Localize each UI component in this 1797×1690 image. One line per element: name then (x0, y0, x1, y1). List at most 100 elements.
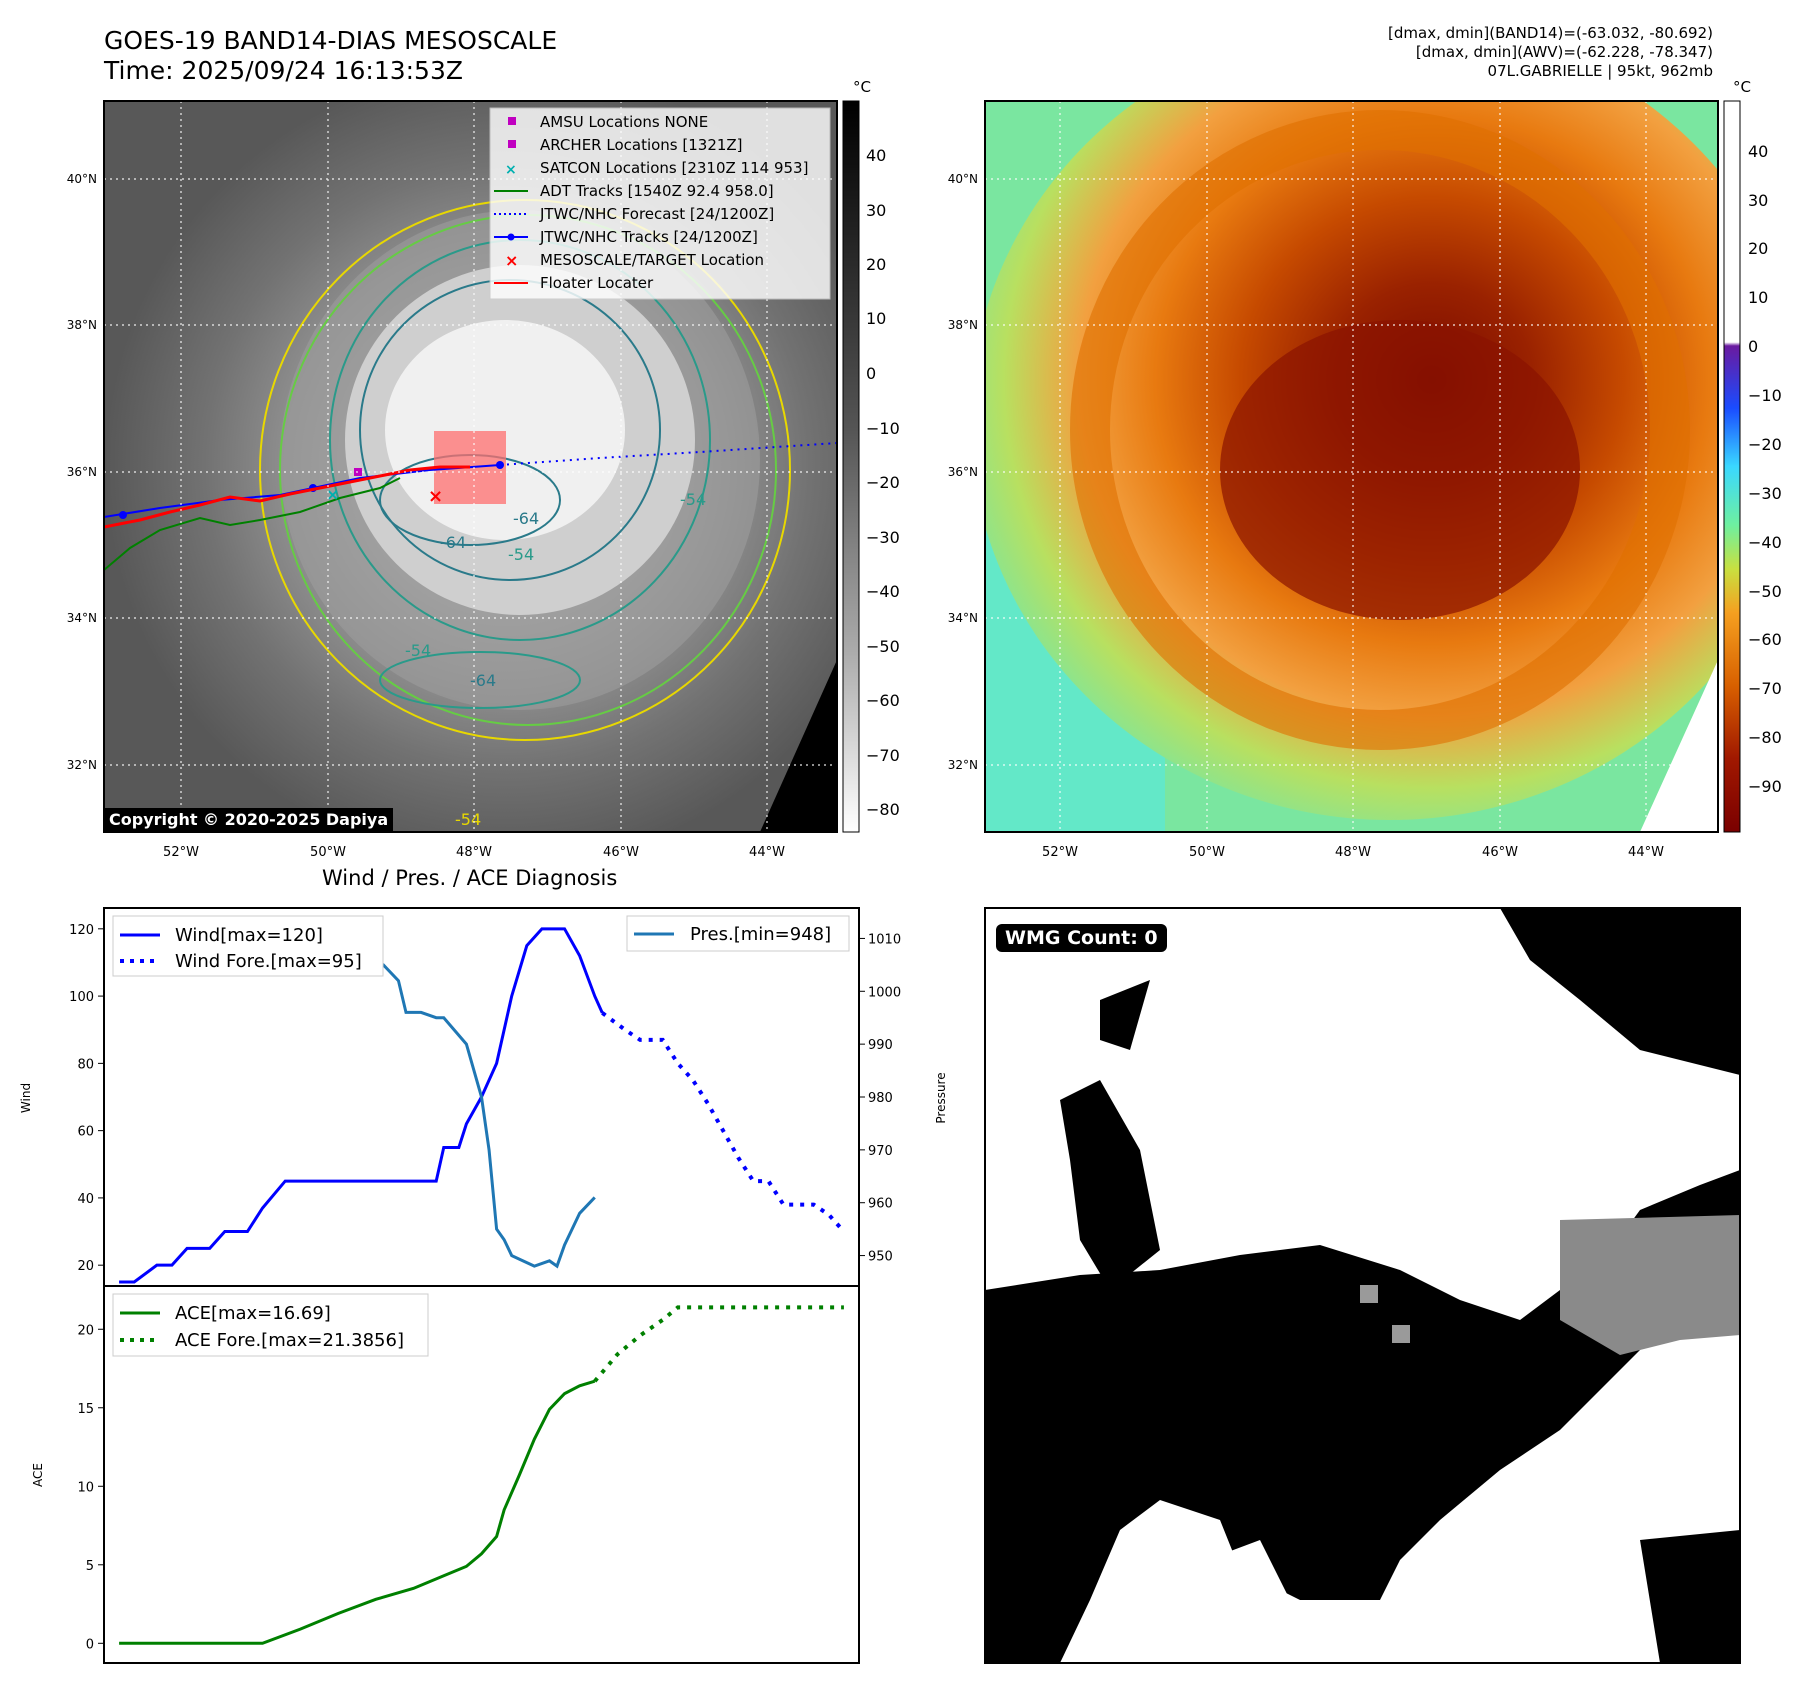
cbar-tick: −80 (866, 800, 900, 819)
lat-label: 32°N (948, 758, 978, 772)
ace-tick-label: 5 (86, 1559, 94, 1574)
stats-line-3: 07L.GABRIELLE | 95kt, 962mb (1487, 62, 1713, 80)
stats-line-1: [dmax, dmin](BAND14)=(-63.032, -80.692) (1388, 24, 1713, 42)
lon-label: 48°W (456, 845, 492, 860)
contour-label: -54 (508, 545, 534, 564)
left-colorbar (842, 100, 860, 833)
lat-label: 36°N (67, 465, 97, 479)
lon-label: 44°W (1628, 845, 1664, 860)
lat-label: 40°N (67, 172, 97, 186)
title-line-1: GOES-19 BAND14-DIAS MESOSCALE (104, 26, 558, 55)
cbar-tick: −60 (866, 691, 900, 710)
contour-label: -54 (680, 490, 706, 509)
cbar-tick: 20 (1748, 239, 1768, 258)
wind-tick-label: 60 (77, 1125, 94, 1140)
target-marker: × (428, 486, 443, 507)
map-right-panel (985, 101, 1718, 832)
cbar-tick: −10 (1748, 386, 1782, 405)
legend-tracks: JTWC/NHC Tracks [24/1200Z] (539, 228, 758, 246)
legend-x-icon: × (505, 251, 518, 270)
cbar-tick: 0 (1748, 337, 1758, 356)
wmg-panel (984, 907, 1741, 1664)
legend-floater: Floater Locater (540, 274, 654, 292)
legend-ace-fore: ACE Fore.[max=21.3856] (175, 1330, 404, 1351)
ace-tick-label: 15 (77, 1402, 94, 1417)
contour-label: -54 (405, 641, 431, 660)
cbar-tick: 10 (1748, 288, 1768, 307)
copyright-badge: Copyright © 2020-2025 Dapiya (104, 808, 394, 831)
cbar-tick: −90 (1748, 777, 1782, 796)
cbar-tick: −70 (1748, 679, 1782, 698)
cbar-tick: 40 (1748, 142, 1768, 161)
lat-label: 32°N (67, 758, 97, 772)
pressure-tick-label: 960 (868, 1197, 893, 1212)
legend-x-icon: × (505, 162, 517, 178)
title-line-2: Time: 2025/09/24 16:13:53Z (104, 56, 463, 85)
map-legend: AMSU Locations NONE ARCHER Locations [13… (489, 107, 831, 300)
figure-title: GOES-19 BAND14-DIAS MESOSCALE Time: 2025… (104, 26, 557, 86)
wind-tick-label: 20 (77, 1259, 94, 1274)
ace-tick-label: 0 (86, 1637, 94, 1652)
legend-satcon: SATCON Locations [2310Z 114 953] (540, 159, 808, 177)
cbar-tick: −60 (1748, 630, 1782, 649)
stats-line-2: [dmax, dmin](AWV)=(-62.228, -78.347) (1415, 43, 1713, 61)
legend-forecast: JTWC/NHC Forecast [24/1200Z] (539, 205, 774, 223)
cbar-tick: −40 (866, 582, 900, 601)
lon-label: 48°W (1335, 845, 1371, 860)
wmg-count-badge: WMG Count: 0 (996, 924, 1167, 952)
lat-label: 34°N (948, 611, 978, 625)
contour-label: -54 (455, 810, 481, 829)
lon-label: 52°W (1042, 845, 1078, 860)
cbar-tick: 40 (866, 146, 886, 165)
satcon-marker: × (326, 485, 339, 504)
legend-wind: Wind[max=120] (175, 925, 323, 946)
ace-series-1 (593, 1305, 844, 1383)
cbar-tick: −80 (1748, 728, 1782, 747)
right-colorbar (1723, 100, 1741, 833)
cbar-tick: −50 (1748, 582, 1782, 601)
lat-label: 40°N (948, 172, 978, 186)
legend-ace: ACE[max=16.69] (175, 1303, 331, 1324)
wind-series-0 (119, 927, 604, 1284)
cbar-tick: 30 (1748, 191, 1768, 210)
legend-target: MESOSCALE/TARGET Location (540, 251, 764, 269)
legend-wind-fore: Wind Fore.[max=95] (175, 951, 362, 972)
ace-series-0 (119, 1379, 596, 1645)
cbar-tick: −30 (1748, 484, 1782, 503)
wind-tick-label: 80 (77, 1057, 94, 1072)
cbar-tick: 20 (866, 255, 886, 274)
contour-label: -64 (470, 671, 496, 690)
cbar-tick: −20 (866, 473, 900, 492)
lon-label: 52°W (163, 845, 199, 860)
diagnosis-title: Wind / Pres. / ACE Diagnosis (322, 866, 618, 890)
cbar-tick: −30 (866, 528, 900, 547)
cbar-tick: −40 (1748, 533, 1782, 552)
jtwc-forecast-line (499, 442, 837, 466)
cbar-tick: −50 (866, 637, 900, 656)
cbar-tick: −20 (1748, 435, 1782, 454)
floater-locater-line (104, 465, 470, 529)
ace-tick-label: 10 (77, 1480, 94, 1495)
right-colorbar-unit: °C (1733, 78, 1751, 96)
lat-label: 34°N (67, 611, 97, 625)
lon-label: 44°W (749, 845, 785, 860)
contour-label: -64 (440, 533, 466, 552)
ace-tick-label: 20 (77, 1323, 94, 1338)
adt-track-line (104, 477, 401, 571)
lat-label: 38°N (948, 318, 978, 332)
wind-tick-label: 120 (69, 923, 94, 938)
pressure-tick-label: 1010 (868, 932, 901, 947)
lat-label: 36°N (948, 465, 978, 479)
wind-series-1 (601, 1011, 846, 1233)
left-colorbar-unit: °C (853, 78, 871, 96)
lon-label: 50°W (1189, 845, 1225, 860)
cbar-tick: 0 (866, 364, 876, 383)
pressure-tick-label: 990 (868, 1038, 893, 1053)
pressure-tick-label: 1000 (868, 985, 901, 1000)
wind-axis-label: Wind (19, 1083, 33, 1113)
stats-header: [dmax, dmin](BAND14)=(-63.032, -80.692) … (1388, 24, 1713, 81)
lon-label: 50°W (310, 845, 346, 860)
legend-square-icon (508, 117, 516, 125)
